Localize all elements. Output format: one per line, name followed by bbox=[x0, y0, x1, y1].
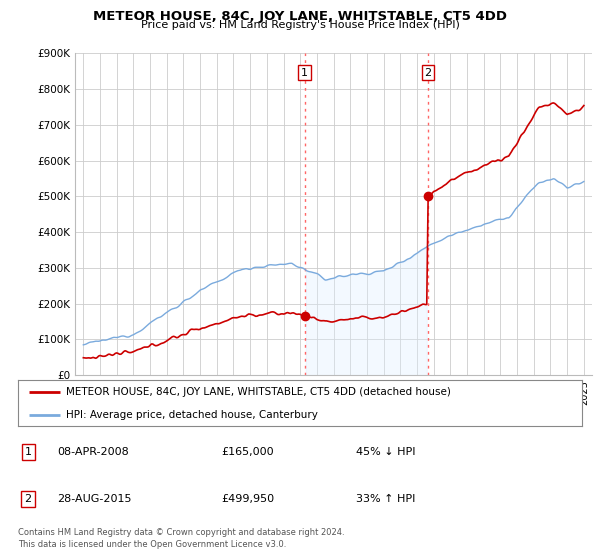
Text: 1: 1 bbox=[301, 68, 308, 78]
Text: 28-AUG-2015: 28-AUG-2015 bbox=[58, 494, 132, 504]
Text: METEOR HOUSE, 84C, JOY LANE, WHITSTABLE, CT5 4DD: METEOR HOUSE, 84C, JOY LANE, WHITSTABLE,… bbox=[93, 10, 507, 23]
Text: 33% ↑ HPI: 33% ↑ HPI bbox=[356, 494, 416, 504]
Text: 08-APR-2008: 08-APR-2008 bbox=[58, 447, 129, 457]
Text: 2: 2 bbox=[25, 494, 32, 504]
Text: 2: 2 bbox=[424, 68, 431, 78]
Text: Contains HM Land Registry data © Crown copyright and database right 2024.: Contains HM Land Registry data © Crown c… bbox=[18, 528, 344, 536]
Text: £165,000: £165,000 bbox=[221, 447, 274, 457]
Text: This data is licensed under the Open Government Licence v3.0.: This data is licensed under the Open Gov… bbox=[18, 540, 286, 549]
Text: HPI: Average price, detached house, Canterbury: HPI: Average price, detached house, Cant… bbox=[66, 410, 318, 421]
Text: Price paid vs. HM Land Registry's House Price Index (HPI): Price paid vs. HM Land Registry's House … bbox=[140, 20, 460, 30]
Text: METEOR HOUSE, 84C, JOY LANE, WHITSTABLE, CT5 4DD (detached house): METEOR HOUSE, 84C, JOY LANE, WHITSTABLE,… bbox=[66, 387, 451, 397]
Text: 1: 1 bbox=[25, 447, 32, 457]
Text: £499,950: £499,950 bbox=[221, 494, 274, 504]
Text: 45% ↓ HPI: 45% ↓ HPI bbox=[356, 447, 416, 457]
